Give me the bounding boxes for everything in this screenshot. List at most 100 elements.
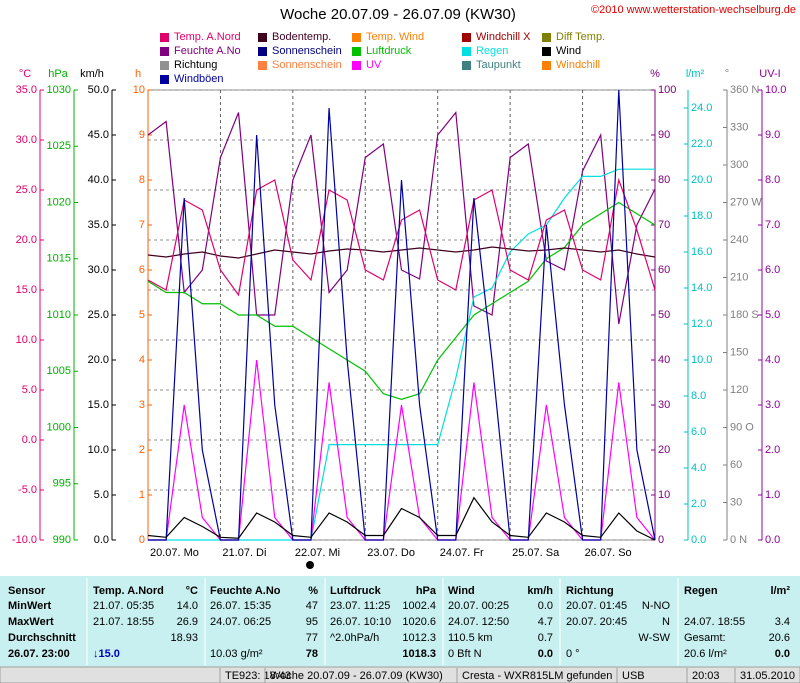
status-text: Cresta - WXR815LM gefunden bbox=[462, 670, 612, 682]
tick-label: 10.0 bbox=[88, 444, 109, 456]
legend-swatch bbox=[462, 61, 471, 70]
tick-label: 3.0 bbox=[765, 399, 780, 411]
legend-swatch bbox=[542, 61, 551, 70]
tick-label: 5.0 bbox=[22, 384, 37, 396]
tick-label: 10.0 bbox=[765, 84, 786, 96]
tick-label: 16.0 bbox=[691, 246, 712, 258]
legend-swatch bbox=[160, 47, 169, 56]
legend-swatch bbox=[258, 47, 267, 56]
axis-unit: ° bbox=[725, 68, 729, 80]
tick-label: 4.0 bbox=[691, 462, 706, 474]
tick-label: 995 bbox=[53, 478, 71, 490]
tick-label: 4.0 bbox=[765, 354, 780, 366]
legend-swatch bbox=[160, 75, 169, 84]
table-cell: 4.7 bbox=[538, 616, 553, 628]
legend-label: Windböen bbox=[174, 73, 224, 85]
x-tick-label: 26.07. So bbox=[585, 547, 632, 559]
x-tick-label: 25.07. Sa bbox=[512, 547, 560, 559]
legend-label: Temp. A.Nord bbox=[174, 31, 241, 43]
tick-label: 0.0 bbox=[94, 534, 109, 546]
tick-label: 12.0 bbox=[691, 318, 712, 330]
table-cell: 10.03 g/m² bbox=[210, 648, 263, 660]
status-text: USB bbox=[622, 670, 645, 682]
table-cell: 20.07. 20:45 bbox=[566, 616, 627, 628]
table-cell: N bbox=[662, 616, 670, 628]
tick-label: 1030 bbox=[47, 84, 71, 96]
tick-label: 6.0 bbox=[691, 426, 706, 438]
tick-label: 3 bbox=[139, 399, 145, 411]
tick-label: 45.0 bbox=[88, 129, 109, 141]
tick-label: 30.0 bbox=[16, 134, 37, 146]
legend-swatch bbox=[160, 61, 169, 70]
tick-label: 18.0 bbox=[691, 210, 712, 222]
tick-label: 0.0 bbox=[765, 534, 780, 546]
table-cell: 0 Bft N bbox=[448, 648, 482, 660]
tick-label: 1005 bbox=[47, 365, 71, 377]
series-line bbox=[147, 177, 656, 297]
table-cell: °C bbox=[186, 585, 198, 597]
tick-label: 60 bbox=[730, 459, 742, 471]
legend-swatch bbox=[258, 33, 267, 42]
tick-label: 2 bbox=[139, 444, 145, 456]
tick-label: 10 bbox=[658, 489, 670, 501]
table-cell: 26.07. 10:10 bbox=[330, 616, 391, 628]
tick-label: 8.0 bbox=[691, 390, 706, 402]
table-cell: 0 ° bbox=[566, 648, 580, 660]
legend-label: Sonnenschein bbox=[272, 45, 342, 57]
tick-label: 0 bbox=[139, 534, 145, 546]
legend-label: Windchill bbox=[556, 59, 600, 71]
x-tick-label: 24.07. Fr bbox=[440, 547, 484, 559]
axis-unit: l/m² bbox=[686, 68, 705, 80]
table-cell: 1012.3 bbox=[402, 632, 436, 644]
table-cell: km/h bbox=[527, 585, 553, 597]
tick-label: 0.0 bbox=[691, 534, 706, 546]
table-cell: Richtung bbox=[566, 585, 614, 597]
series-line bbox=[147, 246, 656, 259]
legend-swatch bbox=[160, 33, 169, 42]
table-cell: 26.07. 15:35 bbox=[210, 600, 271, 612]
status-text: Woche 20.07.09 - 26.07.09 (KW30) bbox=[270, 670, 443, 682]
table-cell: Wind bbox=[448, 585, 475, 597]
table-cell: 110.5 km bbox=[448, 632, 492, 644]
tick-label: 240 bbox=[730, 234, 748, 246]
tick-label: 30 bbox=[730, 496, 742, 508]
tick-label: 40.0 bbox=[88, 174, 109, 186]
table-cell: 0.0 bbox=[775, 648, 790, 660]
copyright: ©2010 www.wetterstation-wechselburg.de bbox=[591, 4, 796, 16]
tick-label: 22.0 bbox=[691, 138, 712, 150]
x-tick-label: 20.07. Mo bbox=[150, 547, 199, 559]
x-tick-label: 21.07. Di bbox=[222, 547, 266, 559]
tick-label: 360 N bbox=[730, 84, 759, 96]
title: Woche 20.07.09 - 26.07.09 (KW30) bbox=[280, 6, 516, 23]
tick-label: 20.0 bbox=[16, 234, 37, 246]
axis-unit: hPa bbox=[48, 68, 68, 80]
axis-unit: % bbox=[650, 68, 660, 80]
table-cell: l/m² bbox=[770, 585, 790, 597]
tick-label: 90 bbox=[658, 129, 670, 141]
table-cell: 95 bbox=[306, 616, 318, 628]
tick-label: 1025 bbox=[47, 140, 71, 152]
legend-label: Sonnenschein bbox=[272, 59, 342, 71]
legend-label: Feuchte A.No bbox=[174, 45, 241, 57]
table-cell: 26.07. 23:00 bbox=[8, 648, 70, 660]
legend-label: Temp. Wind bbox=[366, 31, 424, 43]
legend-swatch bbox=[542, 33, 551, 42]
table-cell: hPa bbox=[416, 585, 437, 597]
legend-label: Richtung bbox=[174, 59, 217, 71]
tick-label: 7 bbox=[139, 219, 145, 231]
legend-label: Regen bbox=[476, 45, 508, 57]
table-cell: Regen bbox=[684, 585, 718, 597]
status-text: TE923: 18:43 bbox=[225, 670, 291, 682]
tick-label: 270 W bbox=[730, 196, 762, 208]
legend-label: Wind bbox=[556, 45, 581, 57]
tick-label: 150 bbox=[730, 346, 748, 358]
tick-label: 4 bbox=[139, 354, 145, 366]
table-cell: 1020.6 bbox=[402, 616, 436, 628]
tick-label: 990 bbox=[53, 534, 71, 546]
tick-label: 40 bbox=[658, 354, 670, 366]
legend-swatch bbox=[352, 47, 361, 56]
tick-label: 2.0 bbox=[765, 444, 780, 456]
tick-label: 5.0 bbox=[94, 489, 109, 501]
legend-swatch bbox=[352, 33, 361, 42]
tick-label: 5 bbox=[139, 309, 145, 321]
